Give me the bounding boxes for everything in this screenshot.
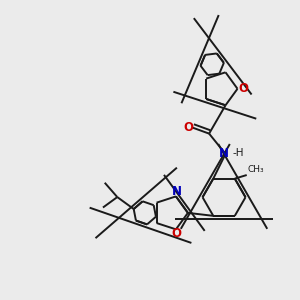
Text: O: O: [171, 227, 181, 240]
Text: O: O: [238, 82, 248, 95]
Text: N: N: [172, 185, 182, 198]
Text: O: O: [183, 121, 193, 134]
Text: CH₃: CH₃: [248, 165, 264, 174]
Text: N: N: [219, 147, 229, 160]
Text: -H: -H: [232, 148, 244, 158]
